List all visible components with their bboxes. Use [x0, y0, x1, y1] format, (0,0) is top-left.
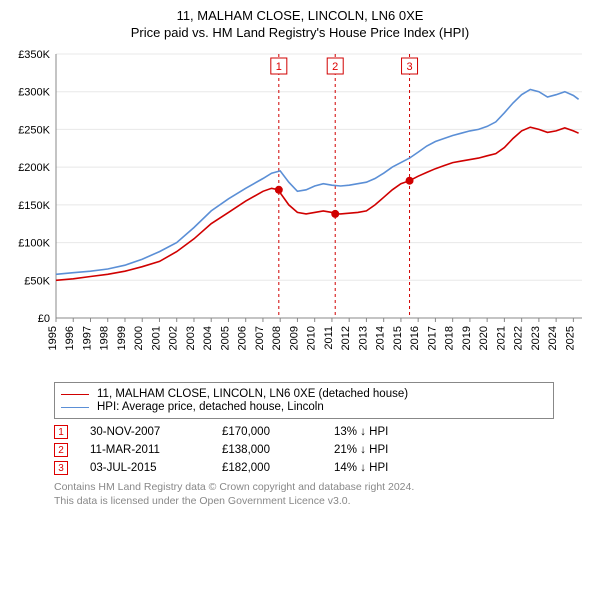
transaction-price: £170,000	[222, 426, 312, 438]
transaction-diff: 14% ↓ HPI	[334, 462, 444, 474]
svg-text:2019: 2019	[461, 326, 473, 350]
svg-text:2003: 2003	[185, 326, 197, 350]
svg-text:2012: 2012	[340, 326, 352, 350]
svg-text:2022: 2022	[513, 326, 525, 350]
svg-text:2011: 2011	[323, 326, 335, 350]
svg-text:1998: 1998	[99, 326, 111, 350]
svg-text:2023: 2023	[530, 326, 542, 350]
svg-text:2009: 2009	[288, 326, 300, 350]
transaction-marker: 3	[54, 461, 68, 475]
svg-text:£350K: £350K	[18, 49, 50, 61]
svg-text:2000: 2000	[133, 326, 145, 350]
legend: 11, MALHAM CLOSE, LINCOLN, LN6 0XE (deta…	[54, 382, 554, 419]
transaction-date: 11-MAR-2011	[90, 444, 200, 456]
svg-text:2001: 2001	[150, 326, 162, 350]
svg-text:£300K: £300K	[18, 87, 50, 99]
transaction-marker: 2	[54, 443, 68, 457]
title-block: 11, MALHAM CLOSE, LINCOLN, LN6 0XE Price…	[10, 8, 590, 40]
transaction-diff: 13% ↓ HPI	[334, 426, 444, 438]
svg-text:2021: 2021	[495, 326, 507, 350]
svg-text:2004: 2004	[202, 326, 214, 350]
title-sub: Price paid vs. HM Land Registry's House …	[10, 25, 590, 40]
chart-svg: £0 £50K £100K £150K £200K £250K £300K £350K 1995…	[10, 46, 590, 376]
series-hpi	[56, 90, 579, 275]
legend-row: HPI: Average price, detached house, Linc…	[61, 401, 547, 413]
svg-text:2007: 2007	[254, 326, 266, 350]
svg-text:1: 1	[276, 61, 282, 73]
svg-text:2020: 2020	[478, 326, 490, 350]
svg-text:£100K: £100K	[18, 238, 50, 250]
svg-text:£50K: £50K	[24, 275, 50, 287]
svg-text:£0: £0	[38, 313, 50, 325]
svg-text:2018: 2018	[444, 326, 456, 350]
chart-plot: £0 £50K £100K £150K £200K £250K £300K £350K 1995…	[10, 46, 590, 376]
svg-text:2014: 2014	[375, 326, 387, 350]
sale-point	[331, 210, 339, 218]
svg-text:1996: 1996	[64, 326, 76, 350]
svg-text:2: 2	[332, 61, 338, 73]
legend-row: 11, MALHAM CLOSE, LINCOLN, LN6 0XE (deta…	[61, 388, 547, 400]
svg-text:2015: 2015	[392, 326, 404, 350]
transaction-row: 1 30-NOV-2007 £170,000 13% ↓ HPI	[54, 425, 554, 439]
footer-line1: Contains HM Land Registry data © Crown c…	[54, 481, 554, 495]
svg-text:2010: 2010	[306, 326, 318, 350]
sale-point	[406, 177, 414, 185]
transaction-price: £182,000	[222, 462, 312, 474]
svg-text:2006: 2006	[237, 326, 249, 350]
transaction-price: £138,000	[222, 444, 312, 456]
footer-attribution: Contains HM Land Registry data © Crown c…	[54, 481, 554, 508]
svg-text:2008: 2008	[271, 326, 283, 350]
transaction-table: 1 30-NOV-2007 £170,000 13% ↓ HPI 2 11-MAR-201…	[54, 425, 554, 475]
svg-text:£150K: £150K	[18, 200, 50, 212]
svg-text:2025: 2025	[564, 326, 576, 350]
legend-swatch	[61, 407, 89, 408]
legend-swatch	[61, 394, 89, 395]
svg-text:2017: 2017	[426, 326, 438, 350]
svg-text:2016: 2016	[409, 326, 421, 350]
svg-text:2013: 2013	[357, 326, 369, 350]
svg-text:1999: 1999	[116, 326, 128, 350]
transaction-marker: 1	[54, 425, 68, 439]
transaction-date: 30-NOV-2007	[90, 426, 200, 438]
sale-point	[275, 186, 283, 194]
svg-text:2005: 2005	[219, 326, 231, 350]
svg-text:2024: 2024	[547, 326, 559, 350]
svg-text:£250K: £250K	[18, 124, 50, 136]
transaction-row: 2 11-MAR-2011 £138,000 21% ↓ HPI	[54, 443, 554, 457]
svg-text:2002: 2002	[168, 326, 180, 350]
transaction-diff: 21% ↓ HPI	[334, 444, 444, 456]
title-main: 11, MALHAM CLOSE, LINCOLN, LN6 0XE	[10, 8, 590, 23]
chart-container: 11, MALHAM CLOSE, LINCOLN, LN6 0XE Price…	[0, 0, 600, 516]
svg-text:1995: 1995	[47, 326, 59, 350]
footer-line2: This data is licensed under the Open Gov…	[54, 495, 554, 509]
transaction-date: 03-JUL-2015	[90, 462, 200, 474]
svg-text:£200K: £200K	[18, 162, 50, 174]
svg-text:3: 3	[406, 61, 412, 73]
transaction-row: 3 03-JUL-2015 £182,000 14% ↓ HPI	[54, 461, 554, 475]
svg-text:1997: 1997	[81, 326, 93, 350]
series-property	[56, 127, 579, 280]
legend-label: HPI: Average price, detached house, Linc…	[97, 401, 324, 413]
legend-label: 11, MALHAM CLOSE, LINCOLN, LN6 0XE (deta…	[97, 388, 408, 400]
